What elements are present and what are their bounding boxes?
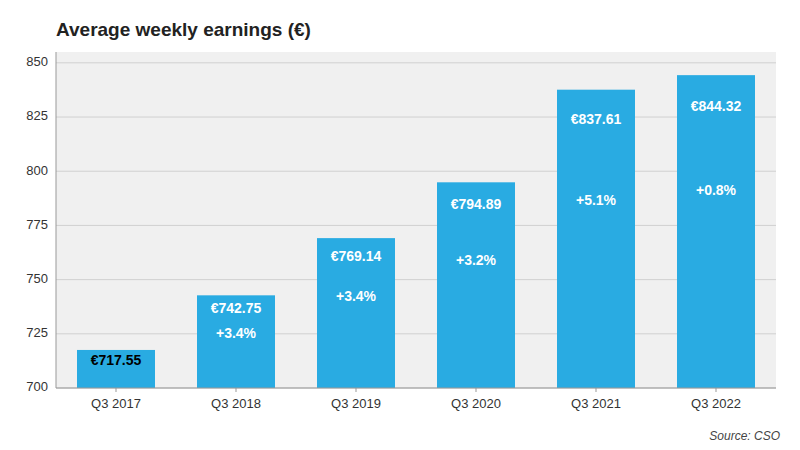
grid-line [56, 171, 776, 172]
x-tick [476, 388, 477, 392]
x-tick [116, 388, 117, 392]
grid-line [56, 333, 776, 334]
grid-line [56, 388, 776, 389]
bars [77, 75, 755, 388]
annotation: +3.4% [336, 288, 377, 304]
bar [437, 182, 515, 388]
source-note: Source: CSO [709, 429, 780, 443]
data-label: €844.32 [691, 98, 742, 114]
x-tick [236, 388, 237, 392]
x-axis-line [56, 388, 776, 389]
grid-line [56, 117, 776, 118]
y-grid [56, 63, 776, 388]
chart-svg: 700 725 750 775 800 825 850 Q3 2017 Q3 2018 Q3 20… [0, 0, 800, 450]
y-tick-label: 750 [26, 271, 48, 286]
x-tick-label: Q3 2019 [331, 396, 381, 411]
data-label: €742.75 [211, 300, 262, 316]
bar [77, 350, 155, 388]
data-label: €794.89 [451, 196, 502, 212]
grid-line [56, 279, 776, 280]
x-tick-label: Q3 2018 [211, 396, 261, 411]
grid-line [56, 225, 776, 226]
x-tick-label: Q3 2022 [691, 396, 741, 411]
data-label: €837.61 [571, 111, 622, 127]
grid-line [56, 62, 776, 63]
y-axis-line [56, 52, 57, 388]
y-tick-label: 825 [26, 108, 48, 123]
annotation: +5.1% [576, 192, 617, 208]
annotation: +3.2% [456, 252, 497, 268]
plot-background [56, 52, 776, 388]
x-tick-label: Q3 2020 [451, 396, 501, 411]
data-label: €717.55 [91, 352, 142, 368]
y-tick-label: 800 [26, 163, 48, 178]
annotation: +3.4% [216, 325, 257, 341]
chart-title: Average weekly earnings (€) [56, 19, 311, 40]
y-tick-label: 850 [26, 54, 48, 69]
x-tick-label: Q3 2021 [571, 396, 621, 411]
bar [317, 238, 395, 388]
x-tick [596, 388, 597, 392]
x-tick-label: Q3 2017 [91, 396, 141, 411]
data-label: €769.14 [331, 248, 382, 264]
chart-container: 700 725 750 775 800 825 850 Q3 2017 Q3 2018 Q3 20… [0, 0, 800, 450]
x-tick [356, 388, 357, 392]
bar [197, 295, 275, 388]
y-tick-label: 700 [26, 379, 48, 394]
bar [557, 90, 635, 388]
x-tick [716, 388, 717, 392]
bar [677, 75, 755, 388]
annotation: +0.8% [696, 182, 737, 198]
y-tick-label: 775 [26, 217, 48, 232]
y-tick-label: 725 [26, 325, 48, 340]
